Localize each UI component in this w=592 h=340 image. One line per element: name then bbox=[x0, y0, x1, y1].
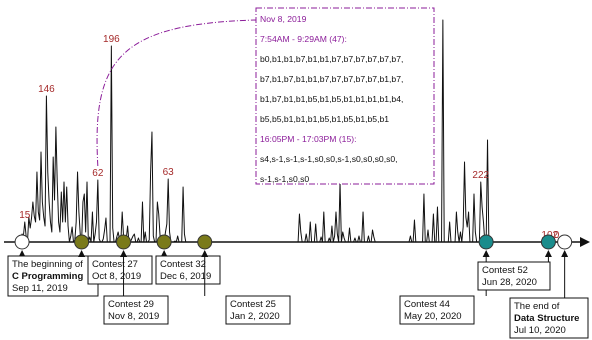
milestone-label-line: C Programming bbox=[12, 271, 83, 282]
milestone-marker bbox=[197, 234, 213, 250]
annotation-line: b7,b1,b7,b1,b1,b7,b7,b7,b7,b7,b1,b7, bbox=[260, 74, 403, 84]
milestone-marker bbox=[74, 234, 90, 250]
milestone-label-box bbox=[87, 255, 153, 285]
milestone-label-line: Jun 28, 2020 bbox=[482, 277, 537, 288]
peak-label-0: 0 bbox=[554, 230, 560, 241]
milestone-marker bbox=[557, 234, 573, 250]
milestone-label-line: The end of bbox=[514, 301, 560, 312]
milestone-label-line: May 20, 2020 bbox=[404, 311, 462, 322]
annotation-line: s4,s-1,s-1,s-1,s0,s0,s-1,s0,s0,s0,s0, bbox=[260, 154, 398, 164]
milestone-label-line: Jan 2, 2020 bbox=[230, 311, 280, 322]
milestone-label-line: Contest 44 bbox=[404, 299, 450, 310]
annotation-line: 16:05PM - 17:03PM (15): bbox=[260, 134, 357, 144]
milestone-label-line: Nov 8, 2019 bbox=[108, 311, 159, 322]
milestone-label-line: Contest 29 bbox=[108, 299, 154, 310]
session-annotation: Nov 8, 2019 7:54AM - 9:29AM (47): b0,b1,b1… bbox=[96, 7, 435, 185]
milestone-label-box bbox=[399, 295, 475, 325]
annotation-connector bbox=[96, 19, 257, 167]
milestone-marker bbox=[156, 234, 172, 250]
milestone-label-line: Contest 32 bbox=[160, 259, 206, 270]
annotation-line: s-1,s-1,s0,s0 bbox=[260, 174, 309, 184]
peak-label-222: 222 bbox=[472, 170, 489, 181]
milestone-label-line: Data Structure bbox=[514, 313, 579, 324]
milestone-label-line: Contest 52 bbox=[482, 265, 528, 276]
annotation-line: b0,b1,b1,b7,b1,b1,b7,b7,b7,b7,b7,b7, bbox=[260, 54, 403, 64]
milestone-marker bbox=[14, 234, 30, 250]
annotation-line: Nov 8, 2019 bbox=[260, 14, 307, 24]
milestone-label-line: Dec 6, 2019 bbox=[160, 271, 211, 282]
peak-label-62: 62 bbox=[92, 168, 104, 179]
milestone-label-line: Contest 27 bbox=[92, 259, 138, 270]
peak-label-15: 15 bbox=[19, 210, 31, 221]
milestone-label-box bbox=[225, 295, 291, 325]
milestone-marker bbox=[478, 234, 494, 250]
milestone-label-box bbox=[155, 255, 221, 285]
milestone-marker bbox=[116, 234, 132, 250]
milestone-label-line: Jul 10, 2020 bbox=[514, 325, 566, 336]
peak-label-63: 63 bbox=[163, 167, 175, 178]
annotation-line: b5,b5,b1,b1,b1,b5,b1,b5,b1,b5,b1 bbox=[260, 114, 389, 124]
annotation-line: b1,b7,b1,b1,b5,b1,b5,b1,b1,b1,b1,b4, bbox=[260, 94, 403, 104]
annotation-line: 7:54AM - 9:29AM (47): bbox=[260, 34, 347, 44]
milestone-label-box bbox=[509, 297, 589, 339]
milestone-label-line: Contest 25 bbox=[230, 299, 276, 310]
annotation-box bbox=[255, 7, 435, 185]
milestone-label-line: Sep 11, 2019 bbox=[12, 283, 68, 294]
milestone-label-box bbox=[103, 295, 169, 325]
milestone-marker bbox=[540, 234, 556, 250]
milestone-label-line: The beginning of bbox=[12, 259, 83, 270]
milestone-label-box bbox=[477, 261, 551, 291]
peak-label-146: 146 bbox=[38, 84, 55, 95]
peak-label-196: 196 bbox=[103, 34, 120, 45]
milestone-label-line: Oct 8, 2019 bbox=[92, 271, 141, 282]
